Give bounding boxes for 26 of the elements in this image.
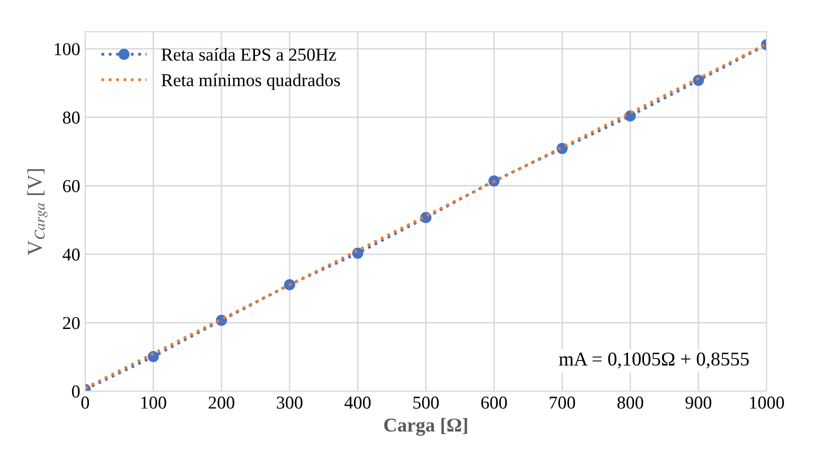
x-tick-label: 1000 xyxy=(750,396,784,409)
x-tick-label: 600 xyxy=(481,396,507,409)
y-axis-title: V$_{Carga}$ [V] xyxy=(27,169,48,256)
x-tick-label: 500 xyxy=(413,396,439,409)
y-tick-label: 100 xyxy=(54,43,80,56)
x-tick-label: 400 xyxy=(344,396,371,409)
x-tick-label: 0 xyxy=(81,396,89,409)
x-axis-title: Carga [Ω] xyxy=(384,418,468,436)
x-tick-label: 100 xyxy=(141,396,166,409)
point xyxy=(284,279,296,290)
x-tick-label: 700 xyxy=(550,396,576,409)
x-tick-label: 300 xyxy=(276,396,302,409)
y-tick-label: 60 xyxy=(63,180,80,192)
x-tick-label: 800 xyxy=(617,396,644,409)
x-tick-label: 900 xyxy=(685,396,712,409)
legend-label: Reta mínimos quadrados xyxy=(162,74,340,90)
y-tick-label: 80 xyxy=(62,112,80,124)
point xyxy=(148,351,159,362)
y-tick-label: 0 xyxy=(72,385,80,398)
point xyxy=(692,74,704,86)
y-tick-label: 20 xyxy=(63,316,80,330)
point xyxy=(488,175,500,187)
x-tick-label: 200 xyxy=(208,396,234,409)
annotation: mA = 0,1005Ω + 0,8555 xyxy=(559,352,749,368)
y-tick-label: 40 xyxy=(62,248,80,261)
legend-label: Reta saída EPS a 250Hz xyxy=(162,48,336,61)
